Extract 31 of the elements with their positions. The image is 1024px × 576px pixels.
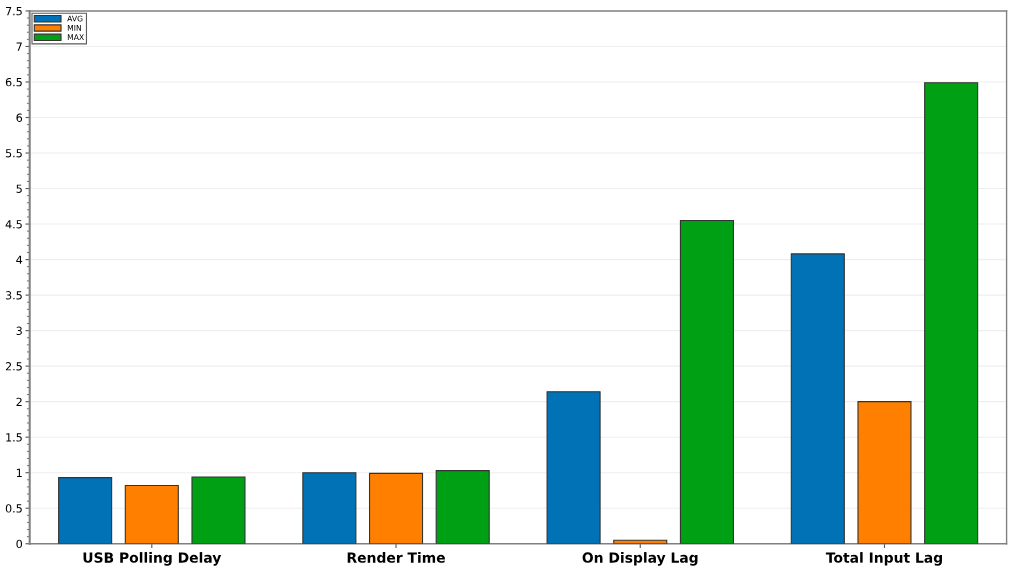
y-tick-label: 0 (16, 539, 23, 549)
y-tick-label: 2 (16, 397, 22, 406)
y-tick-label: 4.5 (5, 220, 22, 229)
x-tick-label: USB Polling Delay (83, 552, 222, 566)
bar (368, 472, 424, 544)
bar (924, 82, 979, 544)
bar (124, 484, 179, 544)
bar (546, 391, 601, 544)
y-tick-label: 0.5 (5, 504, 22, 513)
y-tick-label: 5.5 (5, 149, 22, 158)
y-tick-label: 4 (16, 255, 23, 264)
x-tick-label: On Display Lag (582, 552, 698, 566)
y-tick-label: 7 (16, 42, 22, 51)
y-tick-label: 5 (16, 184, 22, 193)
bar (857, 401, 912, 544)
bar (58, 477, 113, 544)
bar (302, 472, 357, 544)
bar (435, 470, 490, 544)
y-tick-label: 6.5 (5, 77, 22, 87)
y-tick-label: 1 (16, 468, 22, 477)
y-tick-label: 3 (16, 326, 22, 335)
y-tick-label: 6 (16, 113, 23, 122)
y-tick-label: 1.5 (6, 433, 22, 442)
x-tick-label: Total Input Lag (825, 552, 942, 566)
x-tick-label: Render Time (347, 552, 445, 563)
bar (679, 219, 734, 544)
y-tick-label: 2.5 (5, 362, 22, 371)
bar (191, 476, 246, 544)
y-tick-label: 3.5 (5, 291, 22, 300)
bar (790, 253, 845, 544)
y-tick-label: 7.5 (5, 7, 22, 16)
